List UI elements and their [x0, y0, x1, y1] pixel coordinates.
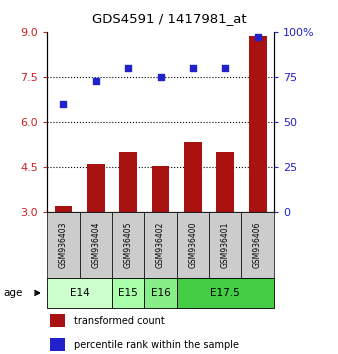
Bar: [241, 212, 274, 278]
Bar: [144, 212, 177, 278]
Point: [190, 65, 196, 71]
Text: GSM936406: GSM936406: [253, 222, 262, 268]
Text: transformed count: transformed count: [74, 316, 165, 326]
Text: GSM936402: GSM936402: [156, 222, 165, 268]
Bar: [177, 212, 209, 278]
Bar: [55, 206, 72, 212]
Bar: [112, 278, 144, 308]
Text: GDS4591 / 1417981_at: GDS4591 / 1417981_at: [92, 12, 246, 25]
Bar: [209, 212, 241, 278]
Point: [61, 101, 66, 107]
Bar: [144, 278, 177, 308]
Bar: [87, 164, 105, 212]
Point: [125, 65, 131, 71]
Point: [158, 74, 163, 80]
Bar: [216, 152, 234, 212]
Point: [255, 34, 260, 40]
Bar: [152, 166, 169, 212]
Point: [93, 78, 99, 84]
Bar: [80, 212, 112, 278]
Text: E16: E16: [151, 288, 170, 298]
Bar: [177, 278, 274, 308]
Text: E14: E14: [70, 288, 90, 298]
Bar: [47, 278, 112, 308]
Bar: [249, 36, 266, 212]
Bar: [50, 338, 66, 351]
Bar: [47, 212, 80, 278]
Text: GSM936400: GSM936400: [188, 222, 197, 268]
Text: GSM936404: GSM936404: [91, 222, 100, 268]
Point: [222, 65, 228, 71]
Bar: [184, 142, 202, 212]
Text: percentile rank within the sample: percentile rank within the sample: [74, 340, 240, 350]
Bar: [119, 152, 137, 212]
Text: E15: E15: [118, 288, 138, 298]
Text: GSM936405: GSM936405: [124, 222, 133, 268]
Text: E17.5: E17.5: [210, 288, 240, 298]
Text: age: age: [3, 288, 23, 298]
Text: GSM936401: GSM936401: [221, 222, 230, 268]
Text: GSM936403: GSM936403: [59, 222, 68, 268]
Bar: [50, 314, 66, 327]
Bar: [112, 212, 144, 278]
